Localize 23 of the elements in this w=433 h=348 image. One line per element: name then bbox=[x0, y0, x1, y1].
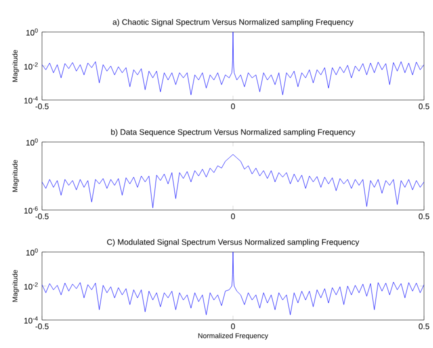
x-tick-label: 0.5 bbox=[418, 324, 430, 330]
y-tick-label: 10$^{0}$ bbox=[26, 138, 38, 146]
x-tick-label: 0.5 bbox=[418, 214, 430, 220]
chart-title: a) Chaotic Signal Spectrum Versus Normalized sampling Frequency bbox=[112, 19, 354, 26]
y-tick-label: 10$^{-4}$ bbox=[24, 96, 38, 104]
x-tick-label: -0.5 bbox=[35, 104, 49, 110]
line-series bbox=[42, 252, 424, 316]
y-tick-label: 10$^{-2}$ bbox=[24, 282, 38, 290]
x-tick-label: 0 bbox=[231, 104, 235, 110]
x-tick-label: -0.5 bbox=[35, 214, 49, 220]
y-tick-label: 10$^{-6}$ bbox=[24, 206, 38, 214]
y-tick-label: 10$^{0}$ bbox=[26, 248, 38, 256]
line-series bbox=[42, 32, 424, 96]
y-tick-label: 10$^{-4}$ bbox=[24, 316, 38, 324]
chart-title: b) Data Sequence Spectrum Versus Normalized sampling Frequency bbox=[111, 129, 356, 136]
y-tick-label: 10$^{0}$ bbox=[26, 28, 38, 36]
chart-title: C) Modulated Signal Spectrum Versus Normalized sampling Frequency bbox=[107, 239, 360, 246]
x-tick-label: -0.5 bbox=[35, 324, 49, 330]
x-tick-label: 0.5 bbox=[418, 104, 430, 110]
x-tick-label: 0 bbox=[231, 214, 235, 220]
x-tick-label: 0 bbox=[231, 324, 235, 330]
line-series bbox=[42, 154, 424, 208]
y-tick-label: 10$^{-2}$ bbox=[24, 62, 38, 70]
